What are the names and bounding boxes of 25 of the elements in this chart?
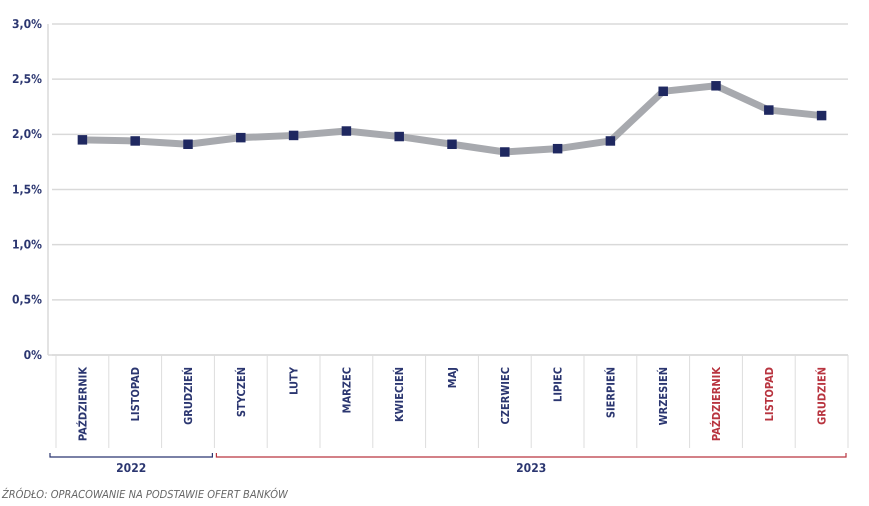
x-tick-label: GRUDZIEŃ: [181, 367, 195, 425]
x-tick-label: LUTY: [288, 366, 301, 395]
y-tick-label: 2,5%: [12, 72, 42, 86]
text: 2023: [516, 461, 546, 475]
text: ŹRÓDŁO: OPRACOWANIE NA PODSTAWIE OFERT BANKÓW: [1, 487, 289, 501]
y-tick-label: 1,0%: [12, 238, 42, 252]
x-tick-label: PAŹDZIERNIK: [709, 366, 723, 442]
x-tick-label: STYCZEŃ: [234, 367, 248, 418]
x-tick-label: SIERPIEŃ: [603, 367, 618, 418]
x-tick-label: MARZEC: [340, 367, 354, 414]
y-tick-label: 0%: [24, 348, 42, 362]
x-tick-label: WRZESIEŃ: [656, 367, 670, 426]
y-tick-label: 0,5%: [12, 292, 42, 307]
x-tick-label: LISTOPAD: [762, 367, 776, 422]
y-tick-label: 2,0%: [12, 127, 42, 142]
x-tick-label: LIPIEC: [552, 367, 565, 402]
x-tick-label: KWIECIEŃ: [392, 367, 406, 422]
x-tick-label: LISTOPAD: [129, 367, 142, 422]
text: 2022: [116, 461, 146, 475]
x-tick-label: MAJ: [446, 367, 459, 388]
y-tick-label: 1,5%: [12, 182, 42, 196]
x-tick-label: PAŹDZIERNIK: [75, 366, 90, 442]
y-tick-label: 3,0%: [12, 16, 42, 31]
x-tick-label: GRUDZIEŃ: [814, 367, 829, 425]
x-tick-label: CZERWIEC: [498, 367, 512, 424]
